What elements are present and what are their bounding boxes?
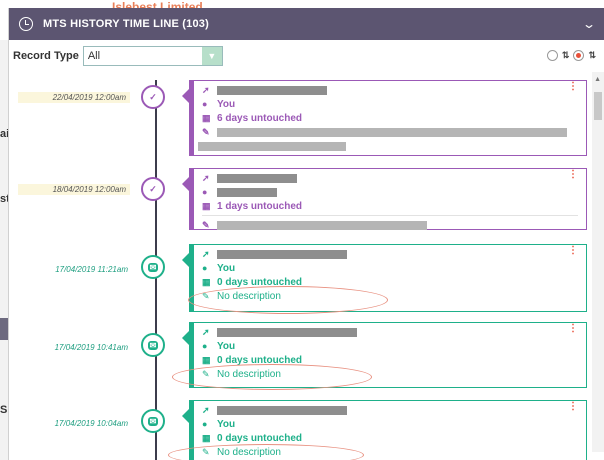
user-icon: ● (202, 187, 208, 197)
panel-title: MTS HISTORY TIME LINE (103) (43, 18, 209, 30)
entry-node[interactable]: ✓ (141, 85, 165, 109)
sort-ascending-icon: ⇅ (561, 50, 570, 60)
caret-down-icon[interactable]: ▼ (201, 47, 222, 65)
redacted-description (217, 220, 427, 230)
redacted-description (198, 141, 346, 151)
sort-descending-radio[interactable] (573, 50, 585, 61)
pin-icon: ➚ (202, 326, 210, 337)
record-type-label: Record Type (13, 50, 79, 62)
sort-descending-icon: ⇅ (588, 50, 596, 60)
filter-row: Record Type All ▼ ⇅ ⇅ (9, 40, 604, 72)
edit-icon: ✎ (202, 126, 210, 137)
redacted-owner (217, 187, 277, 197)
task-check-icon: ✓ (149, 183, 157, 194)
user-icon: ● (202, 263, 208, 273)
redacted-title (217, 249, 347, 259)
more-options-icon[interactable]: ⋮ (568, 401, 578, 412)
edit-icon: ✎ (202, 219, 210, 230)
pin-icon: ➚ (202, 248, 210, 259)
calendar-icon: ▦ (202, 200, 211, 211)
pin-icon: ➚ (202, 172, 210, 183)
calendar-icon: ▦ (202, 354, 211, 365)
timeline: 22/04/2019 12:00am ✓ ➚ ● You ▦ 6 days unto… (8, 80, 592, 460)
chevron-down-icon[interactable]: ⌄ (581, 17, 597, 31)
sort-ascending-radio[interactable] (546, 50, 558, 61)
highlight-annotation (172, 364, 372, 390)
entry-date: 17/04/2019 10:41am (54, 343, 128, 352)
more-options-icon[interactable]: ⋮ (568, 323, 578, 334)
task-check-icon: ✓ (149, 91, 157, 102)
record-type-select[interactable]: All ▼ (82, 46, 223, 66)
entry-owner: You (217, 262, 236, 274)
sort-controls: ⇅ ⇅ (546, 50, 596, 61)
redacted-title (217, 327, 357, 337)
redacted-title (217, 85, 327, 95)
more-options-icon[interactable]: ⋮ (568, 245, 578, 256)
email-icon: ✉ (147, 340, 159, 350)
redacted-description (217, 127, 567, 137)
email-icon: ✉ (147, 262, 159, 272)
entry-date: 18/04/2019 12:00am (18, 184, 130, 195)
user-icon: ● (202, 341, 208, 351)
more-options-icon[interactable]: ⋮ (568, 169, 578, 180)
entry-untouched: 0 days untouched (217, 432, 303, 444)
highlight-annotation (188, 286, 388, 314)
entry-untouched: 6 days untouched (217, 112, 303, 124)
user-icon: ● (202, 419, 208, 429)
entry-owner: You (217, 98, 236, 110)
timeline-card[interactable]: ➚ ● ▦ 1 days untouched ✎ ⋮ (182, 168, 587, 230)
record-type-value: All (87, 50, 101, 62)
entry-date: 17/04/2019 10:04am (54, 419, 128, 428)
entry-owner: You (217, 340, 236, 352)
background-text-fragment: ai (0, 128, 10, 140)
entry-untouched: 0 days untouched (217, 354, 303, 366)
entry-untouched: 0 days untouched (217, 276, 303, 288)
entry-date: 17/04/2019 11:21am (55, 265, 128, 274)
pin-icon: ➚ (202, 84, 210, 95)
entry-owner: You (217, 418, 236, 430)
calendar-icon: ▦ (202, 276, 211, 287)
card-divider (202, 215, 578, 216)
redacted-title (217, 405, 347, 415)
entry-untouched: 1 days untouched (217, 200, 303, 212)
entry-node[interactable]: ✓ (141, 177, 165, 201)
entry-node[interactable]: ✉ (141, 333, 165, 357)
entry-node[interactable]: ✉ (141, 255, 165, 279)
background-page-strip (0, 40, 10, 460)
background-bar (0, 318, 9, 340)
clock-icon (19, 17, 33, 31)
panel-header[interactable]: MTS HISTORY TIME LINE (103) ⌄ (9, 8, 604, 40)
background-text-fragment: S (0, 404, 8, 416)
timeline-card[interactable]: ➚ ● You ▦ 6 days untouched ✎ ⋮ (182, 80, 587, 156)
scroll-up-icon[interactable]: ▲ (594, 76, 601, 83)
highlight-annotation (168, 444, 364, 460)
redacted-title (217, 173, 297, 183)
more-options-icon[interactable]: ⋮ (568, 81, 578, 92)
pin-icon: ➚ (202, 404, 210, 415)
user-icon: ● (202, 99, 208, 109)
scrollbar-thumb[interactable] (594, 92, 602, 120)
entry-date: 22/04/2019 12:00am (18, 92, 130, 103)
calendar-icon: ▦ (202, 432, 211, 443)
email-icon: ✉ (147, 416, 159, 426)
calendar-icon: ▦ (202, 112, 211, 123)
entry-node[interactable]: ✉ (141, 409, 165, 433)
scrollbar-track[interactable] (592, 72, 604, 452)
